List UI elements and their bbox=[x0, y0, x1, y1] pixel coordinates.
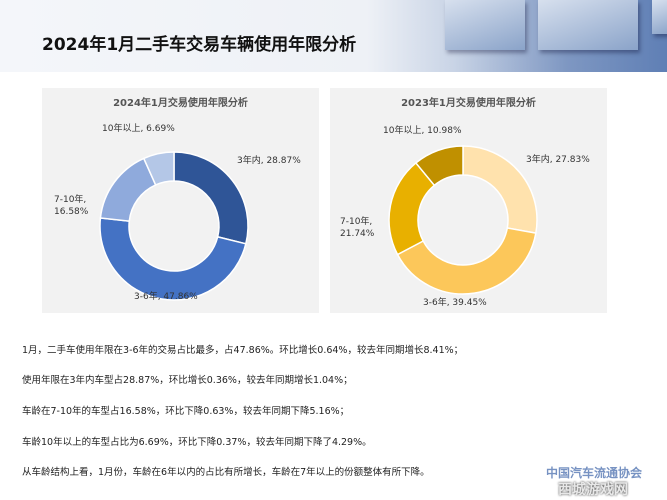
donut-slice-10年以上 bbox=[414, 145, 464, 187]
chart-panel-2024: 2024年1月交易使用年限分析 3年内, 28.87% 3-6年, 47.86%… bbox=[42, 88, 319, 313]
data-label: 3-6年, 39.45% bbox=[423, 298, 487, 308]
data-label: 7-10年, 16.58% bbox=[54, 195, 89, 217]
data-label: 7-10年, 21.74% bbox=[340, 217, 375, 239]
decorative-cube bbox=[652, 0, 667, 34]
data-label: 10年以上, 6.69% bbox=[102, 124, 175, 134]
donut-slice-3-6年 bbox=[99, 217, 247, 301]
summary-text: 1月，二手车使用年限在3-6年的交易占比最多，占47.86%。环比增长0.64%… bbox=[22, 345, 464, 356]
watermark-site: 西城游戏网 bbox=[558, 482, 628, 498]
page-title: 2024年1月二手车交易车辆使用年限分析 bbox=[42, 35, 357, 55]
watermark-org: 中国汽车流通协会 bbox=[546, 466, 643, 480]
watermark: 中国汽车流通协会 西城游戏网 bbox=[510, 462, 667, 500]
data-label: 3-6年, 47.86% bbox=[134, 292, 198, 302]
summary-text: 从车龄结构上看，1月份，车龄在6年以内的占比有所增长，车龄在7年以上的份额整体有… bbox=[22, 467, 430, 478]
donut-chart-2023 bbox=[388, 145, 538, 295]
donut-chart-2024 bbox=[99, 151, 249, 301]
decorative-cube bbox=[445, 0, 525, 50]
summary-text: 车龄10年以上的车型占比为6.69%，环比下降0.37%，较去年同期下降了4.2… bbox=[22, 437, 372, 448]
header-banner bbox=[0, 0, 667, 72]
decorative-cube bbox=[538, 0, 638, 50]
chart-title: 2024年1月交易使用年限分析 bbox=[113, 98, 248, 109]
summary-text: 车龄在7-10年的车型占16.58%，环比下降0.63%，较去年同期下降5.16… bbox=[22, 406, 350, 417]
chart-title: 2023年1月交易使用年限分析 bbox=[401, 98, 536, 109]
data-label: 10年以上, 10.98% bbox=[383, 126, 462, 136]
summary-text: 使用年限在3年内车型占28.87%，环比增长0.36%，较去年同期增长1.04%… bbox=[22, 375, 353, 386]
donut-slice-3-6年 bbox=[396, 227, 537, 295]
data-label: 3年内, 28.87% bbox=[237, 156, 301, 166]
data-label: 3年内, 27.83% bbox=[526, 155, 590, 165]
donut-slice-10年以上 bbox=[142, 151, 175, 186]
chart-panel-2023: 2023年1月交易使用年限分析 3年内, 27.83% 3-6年, 39.45%… bbox=[330, 88, 607, 313]
